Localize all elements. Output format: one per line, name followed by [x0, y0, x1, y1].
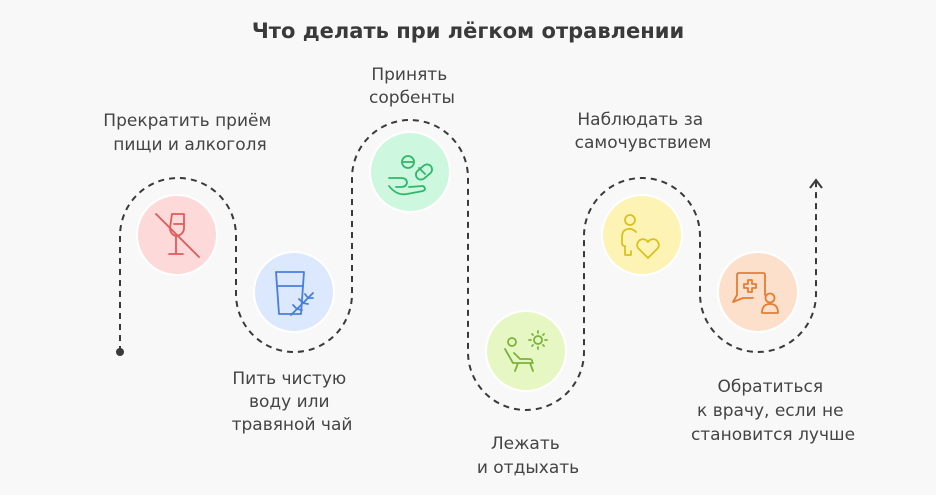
- step-6-label: Обратиться к врачу, если не становится л…: [691, 377, 855, 445]
- step-2-circle: [253, 251, 335, 333]
- person-heart-icon: [621, 214, 660, 259]
- rest-sun-icon: [504, 330, 548, 372]
- step-1: Прекратить приём пищи и алкоголя: [103, 111, 276, 276]
- path-arrow-head: [809, 178, 823, 189]
- doctor-chat-icon: [732, 272, 779, 314]
- step-5-label: Наблюдать за самочувствием: [575, 110, 712, 153]
- water-glass-herb-icon: [275, 271, 314, 316]
- pills-hand-icon: [388, 155, 433, 196]
- step-5-circle: [601, 194, 683, 276]
- step-2-label: Пить чистую воду или травяной чай: [232, 369, 353, 435]
- step-3: Принять сорбенты: [369, 65, 455, 213]
- path-start-dot: [116, 348, 124, 356]
- step-3-circle: [369, 131, 451, 213]
- step-1-label: Прекратить приём пищи и алкоголя: [103, 111, 276, 155]
- winding-path: [119, 119, 817, 411]
- no-alcohol-icon: [155, 213, 200, 258]
- step-3-label: Принять сорбенты: [369, 65, 455, 108]
- step-2: Пить чистую воду или травяной чай: [232, 251, 353, 435]
- step-4: Лежать и отдыхать: [477, 310, 579, 478]
- step-6-circle: [717, 251, 799, 333]
- step-6: Обратиться к врачу, если не становится л…: [691, 251, 855, 445]
- step-4-circle: [485, 310, 567, 392]
- step-5: Наблюдать за самочувствием: [575, 110, 712, 276]
- step-4-label: Лежать и отдыхать: [477, 434, 579, 478]
- diagram-title: Что делать при лёгком отравлении: [252, 19, 684, 43]
